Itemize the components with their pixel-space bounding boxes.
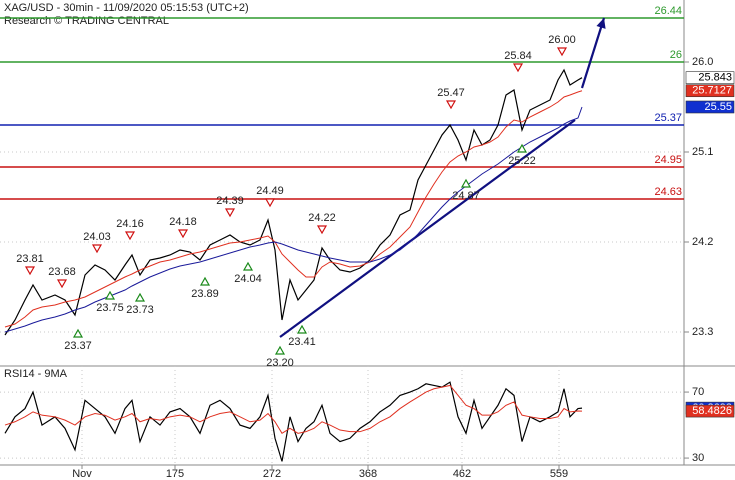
resistance-marker bbox=[556, 47, 568, 57]
resistance-marker bbox=[224, 208, 236, 218]
series-line bbox=[4, 381, 583, 462]
trend-line bbox=[580, 17, 606, 89]
last-value-tag bbox=[685, 404, 735, 418]
support-label: 24.04 bbox=[234, 273, 262, 285]
resistance-label: 23.81 bbox=[16, 253, 44, 265]
series-line bbox=[4, 68, 583, 336]
support-label: 23.89 bbox=[191, 288, 219, 300]
last-value-tag bbox=[685, 100, 735, 114]
x-tick-label: 175 bbox=[166, 468, 184, 480]
x-tick-label: 368 bbox=[359, 468, 377, 480]
resistance-marker bbox=[56, 279, 68, 289]
support-marker bbox=[72, 328, 84, 338]
support-marker bbox=[104, 290, 116, 300]
x-tick-label: 272 bbox=[263, 468, 281, 480]
y-tick-label: 24.2 bbox=[692, 236, 713, 248]
support-marker bbox=[242, 261, 254, 271]
last-value-tag bbox=[685, 84, 735, 98]
resistance-marker bbox=[512, 63, 524, 73]
series-line bbox=[4, 106, 583, 333]
resistance-label: 23.68 bbox=[48, 266, 76, 278]
level-label: 25.37 bbox=[654, 112, 682, 124]
last-value-tag bbox=[685, 71, 735, 84]
x-tick-label: Nov bbox=[72, 468, 92, 480]
support-marker bbox=[134, 292, 146, 302]
support-marker bbox=[296, 324, 308, 334]
support-label: 23.20 bbox=[266, 357, 294, 369]
series-line bbox=[4, 90, 583, 328]
y-tick-label: 30 bbox=[692, 452, 704, 464]
y-tick-label: 26.0 bbox=[692, 56, 713, 68]
resistance-label: 26.00 bbox=[548, 34, 576, 46]
resistance-marker bbox=[264, 198, 276, 208]
level-label: 26 bbox=[670, 49, 682, 61]
level-label: 24.95 bbox=[654, 154, 682, 166]
level-label: 24.63 bbox=[654, 186, 682, 198]
support-label: 25.22 bbox=[508, 155, 536, 167]
y-tick-label: 25.1 bbox=[692, 146, 713, 158]
support-marker bbox=[199, 276, 211, 286]
level-label: 26.44 bbox=[654, 5, 682, 17]
last-value-label: 25.7127 bbox=[692, 85, 732, 97]
resistance-label: 25.84 bbox=[504, 50, 532, 62]
x-tick-label: 559 bbox=[550, 468, 568, 480]
resistance-label: 24.18 bbox=[169, 216, 197, 228]
support-label: 23.75 bbox=[96, 302, 124, 314]
resistance-marker bbox=[177, 229, 189, 239]
x-tick-label: 462 bbox=[453, 468, 471, 480]
arrow-head bbox=[596, 18, 606, 29]
y-tick-label: 23.3 bbox=[692, 326, 713, 338]
chart-title: XAG/USD - 30min - 11/09/2020 05:15:53 (U… bbox=[4, 2, 249, 14]
resistance-label: 24.22 bbox=[308, 212, 336, 224]
resistance-label: 24.16 bbox=[116, 218, 144, 230]
panel-title: RSI14 - 9MA bbox=[4, 368, 68, 380]
y-tick-label: 70 bbox=[692, 386, 704, 398]
resistance-label: 24.03 bbox=[83, 231, 111, 243]
last-value-label: 25.843 bbox=[698, 72, 732, 84]
resistance-label: 24.49 bbox=[256, 185, 284, 197]
support-label: 23.37 bbox=[64, 340, 92, 352]
trend-line bbox=[279, 119, 576, 338]
support-label: 23.73 bbox=[126, 304, 154, 316]
resistance-marker bbox=[124, 231, 136, 241]
support-marker bbox=[460, 178, 472, 188]
resistance-marker bbox=[24, 266, 36, 276]
resistance-label: 24.39 bbox=[216, 195, 244, 207]
last-value-label: 25.55 bbox=[704, 101, 732, 113]
resistance-label: 25.47 bbox=[437, 87, 465, 99]
series-line bbox=[4, 384, 583, 435]
support-marker bbox=[516, 143, 528, 153]
support-label: 23.41 bbox=[288, 336, 316, 348]
resistance-marker bbox=[316, 225, 328, 235]
support-marker bbox=[274, 345, 286, 355]
last-value-label: 58.4826 bbox=[692, 405, 732, 417]
chart-subtitle: Research © TRADING CENTRAL bbox=[4, 15, 169, 27]
support-label: 24.87 bbox=[452, 190, 480, 202]
resistance-marker bbox=[445, 100, 457, 110]
resistance-marker bbox=[91, 244, 103, 254]
